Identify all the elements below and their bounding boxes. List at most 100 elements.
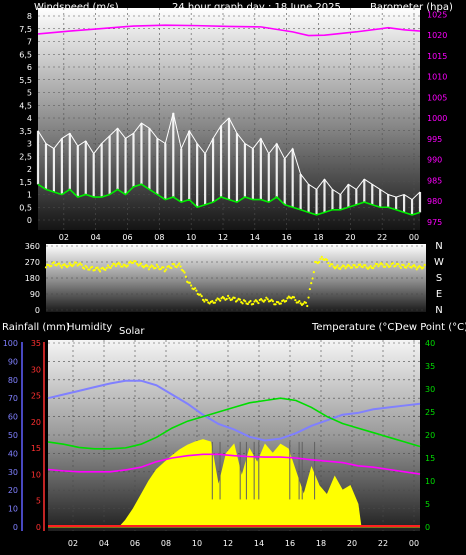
compass-label: E — [436, 289, 442, 300]
direction-point — [114, 264, 118, 268]
direction-point — [238, 298, 242, 301]
direction-point — [241, 302, 244, 305]
direction-point — [96, 266, 99, 269]
direction-point — [320, 255, 323, 258]
direction-point — [134, 260, 137, 263]
direction-point — [159, 267, 162, 271]
windspeed-tick-label: 6 — [27, 63, 32, 72]
wind-average-line — [37, 183, 421, 216]
dewpoint-axis-label: Dew Point (°C) — [395, 322, 466, 333]
wind-gust-line — [37, 112, 421, 201]
windspeed-tick-label: 0,5 — [19, 203, 32, 212]
direction-point — [286, 297, 289, 300]
direction-point — [391, 262, 395, 265]
direction-point — [75, 261, 78, 264]
direction-point — [131, 261, 135, 264]
direction-point — [312, 270, 315, 274]
direction-point — [364, 264, 367, 267]
temperature-x-tick-label: 06 — [130, 539, 140, 548]
rainfall-tick-label: 30 — [31, 365, 41, 374]
direction-point — [236, 299, 239, 302]
direction-y-ticks: 360 270 180 90 0 — [25, 242, 40, 315]
wind-x-ticks: 02 04 06 08 10 12 14 16 18 20 22 00 — [59, 233, 419, 242]
direction-point — [277, 301, 280, 304]
wind-x-tick-label: 14 — [250, 233, 260, 242]
humidity-tick-label: 100 — [3, 339, 18, 348]
direction-point — [356, 265, 359, 269]
direction-point — [149, 265, 152, 269]
direction-point — [79, 262, 82, 265]
direction-point — [193, 287, 197, 290]
direction-point — [244, 300, 247, 303]
humidity-tick-label: 50 — [8, 431, 18, 440]
direction-point — [380, 262, 383, 265]
barometer-tick-label: 990 — [427, 156, 442, 165]
direction-point — [217, 298, 220, 301]
barometer-tick-label: 995 — [427, 135, 442, 144]
direction-point — [176, 264, 180, 267]
temperature-tick-label: 15 — [425, 454, 435, 463]
direction-point — [361, 266, 364, 269]
humidity-tick-label: 10 — [8, 505, 18, 514]
direction-point — [151, 265, 154, 268]
direction-tick-label: 90 — [30, 290, 40, 299]
temperature-tick-label: 20 — [425, 431, 435, 440]
direction-point — [72, 263, 75, 266]
windspeed-tick-label: 1,5 — [19, 178, 32, 187]
humidity-tick-label: 0 — [13, 523, 18, 532]
direction-point — [256, 300, 259, 303]
direction-point — [80, 263, 83, 266]
direction-point — [373, 264, 376, 268]
temperature-tick-label: 35 — [425, 362, 435, 371]
direction-point — [358, 263, 362, 266]
direction-point — [126, 264, 129, 267]
windspeed-tick-label: 2 — [27, 165, 32, 174]
direction-point — [327, 261, 330, 265]
direction-point — [50, 264, 53, 268]
direction-point — [414, 265, 417, 268]
compass-label: N — [435, 305, 442, 316]
direction-point — [257, 301, 260, 305]
direction-point — [195, 289, 198, 292]
compass-label: S — [436, 273, 442, 284]
direction-point — [44, 266, 48, 269]
windspeed-tick-label: 4 — [27, 114, 32, 123]
direction-point — [118, 263, 121, 266]
direction-point — [344, 267, 347, 270]
direction-point — [135, 262, 139, 266]
direction-point — [162, 266, 165, 269]
windspeed-tick-label: 3 — [27, 140, 32, 149]
direction-point — [285, 299, 288, 303]
direction-point — [398, 265, 401, 268]
wind-x-tick-label: 12 — [218, 233, 228, 242]
temperature-x-tick-label: 20 — [347, 539, 357, 548]
humidity-tick-label: 60 — [8, 413, 18, 422]
direction-point — [332, 265, 335, 268]
direction-point — [372, 267, 375, 270]
compass-label: W — [434, 257, 444, 268]
direction-point — [208, 302, 211, 305]
direction-point — [292, 296, 296, 299]
direction-point — [97, 268, 100, 271]
direction-point — [383, 265, 387, 268]
barometer-axis-label: Barometer (hpa) — [370, 2, 453, 13]
direction-point — [310, 282, 313, 285]
direction-point — [385, 262, 388, 265]
direction-point — [225, 297, 228, 301]
direction-tick-label: 270 — [25, 258, 40, 267]
windspeed-tick-label: 5 — [27, 89, 32, 98]
direction-point — [172, 263, 176, 266]
direction-point — [60, 266, 63, 269]
humidity-series — [47, 379, 421, 442]
direction-point — [263, 299, 267, 302]
direction-point — [351, 266, 354, 269]
direction-point — [201, 298, 205, 302]
temperature-y-ticks: 40 35 30 25 20 15 10 5 0 — [425, 339, 435, 532]
dewpoint-series — [47, 453, 421, 475]
direction-point — [405, 266, 408, 269]
direction-point — [422, 266, 425, 269]
direction-point — [88, 268, 91, 271]
temperature-x-tick-label: 10 — [192, 539, 202, 548]
direction-point — [407, 262, 410, 266]
temperature-tick-label: 30 — [425, 385, 435, 394]
